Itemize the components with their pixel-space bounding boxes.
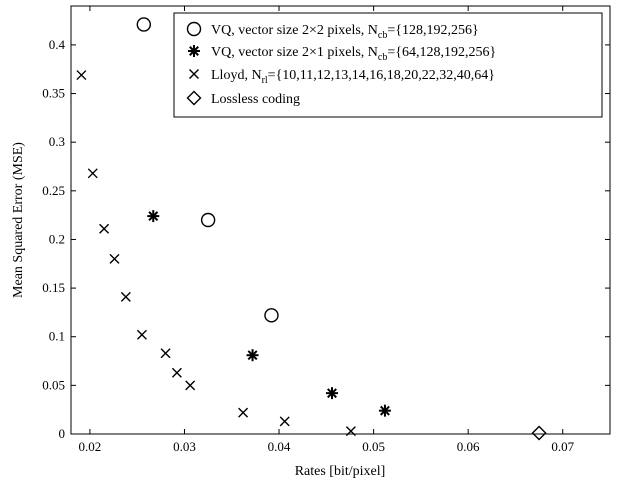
legend: VQ, vector size 2×2 pixels, Ncb={128,192… — [173, 12, 603, 118]
axis-ticks: 0.02 0.03 0.04 0.05 0.06 0.07 0 0.05 0.1 0.15 0.2 0… — [42, 6, 610, 454]
y-tick-label: 0.25 — [42, 183, 65, 198]
y-tick-label: 0.05 — [42, 377, 65, 392]
y-tick-label: 0.4 — [49, 37, 66, 52]
data-point-series-2 — [120, 291, 131, 302]
x-axis-label: Rates [bit/pixel] — [295, 464, 386, 479]
data-point-series-2 — [279, 416, 290, 427]
x-tick-label: 0.05 — [362, 439, 385, 454]
legend-entry-2: Lloyd, Nrl={10,11,12,13,14,16,18,20,22,3… — [211, 68, 495, 86]
legend-entry-3: Lossless coding — [211, 92, 300, 107]
y-tick-label: 0.15 — [42, 280, 65, 295]
data-point-series-2 — [345, 426, 356, 437]
legend-marker-0 — [186, 21, 202, 37]
y-tick-label: 0 — [59, 426, 66, 441]
legend-label: Lossless coding — [211, 92, 300, 107]
x-tick-label: 0.02 — [79, 439, 102, 454]
data-point-series-1 — [378, 404, 391, 417]
legend-label: VQ, vector size 2×1 pixels, N — [211, 45, 378, 60]
data-point-series-2 — [87, 168, 98, 179]
legend-label: VQ, vector size 2×2 pixels, N — [211, 23, 378, 38]
y-tick-label: 0.1 — [49, 329, 65, 344]
data-point-series-2 — [171, 367, 182, 378]
x-tick-label: 0.07 — [551, 439, 574, 454]
data-point-series-1 — [147, 210, 160, 223]
legend-subscript: cb — [378, 30, 387, 41]
legend-marker-3 — [186, 90, 202, 106]
legend-marker-1 — [188, 45, 200, 57]
legend-entry-1: VQ, vector size 2×1 pixels, Ncb={64,128,… — [211, 45, 496, 63]
data-point-series-1 — [325, 387, 338, 400]
legend-marker-2 — [189, 69, 199, 79]
data-point-series-2 — [185, 380, 196, 391]
data-point-series-1 — [246, 349, 259, 362]
plot-area — [70, 5, 611, 435]
legend-subscript: rl — [262, 75, 268, 86]
data-point-series-2 — [76, 70, 87, 81]
y-tick-label: 0.35 — [42, 86, 65, 101]
data-point-series-2 — [109, 253, 120, 264]
data-point-series-0 — [136, 17, 152, 32]
legend-values: ={10,11,12,13,14,16,18,20,22,32,40,64} — [268, 68, 495, 83]
data-point-series-2 — [238, 407, 249, 418]
data-point-series-2 — [99, 223, 110, 234]
legend-values: ={64,128,192,256} — [387, 45, 496, 60]
data-point-series-3 — [531, 425, 547, 441]
data-point-series-2 — [136, 329, 147, 340]
x-tick-label: 0.03 — [173, 439, 196, 454]
legend-label: Lloyd, N — [211, 68, 262, 83]
data-point-series-0 — [264, 308, 279, 323]
legend-entry-0: VQ, vector size 2×2 pixels, Ncb={128,192… — [211, 23, 479, 41]
x-tick-label: 0.06 — [457, 439, 480, 454]
y-axis-label: Mean Squared Error (MSE) — [11, 142, 26, 298]
data-marks — [76, 17, 547, 441]
y-tick-label: 0.3 — [49, 134, 65, 149]
legend-subscript: cb — [378, 52, 387, 63]
legend-values: ={128,192,256} — [387, 23, 478, 38]
legend-box — [173, 12, 603, 118]
y-tick-label: 0.2 — [49, 231, 65, 246]
data-point-series-2 — [160, 348, 171, 359]
data-point-series-0 — [200, 212, 216, 228]
x-tick-label: 0.04 — [268, 439, 291, 454]
